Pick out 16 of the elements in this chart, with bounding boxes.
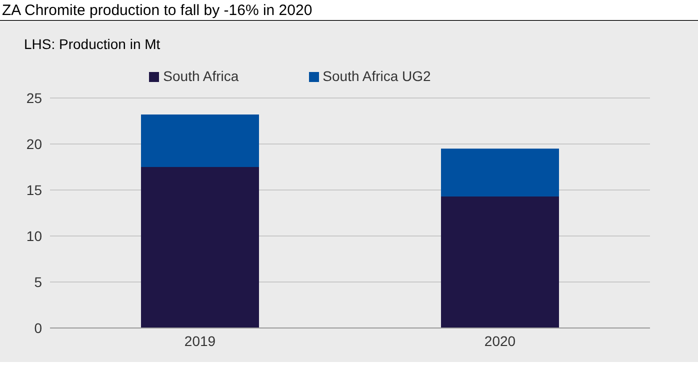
y-tick-label: 15 xyxy=(26,182,42,198)
x-tick-label: 2019 xyxy=(184,332,216,349)
y-tick-label: 25 xyxy=(26,90,42,106)
chart-title: ZA Chromite production to fall by -16% in 2020 xyxy=(0,0,698,21)
bar xyxy=(441,148,559,196)
y-tick-label: 5 xyxy=(34,274,42,290)
legend-label: South Africa UG2 xyxy=(322,68,431,84)
y-tick-label: 20 xyxy=(26,136,42,152)
y-tick-label: 10 xyxy=(26,228,42,244)
y-tick-label: 0 xyxy=(34,320,42,336)
bar xyxy=(141,167,259,328)
chart-subtitle: LHS: Production in Mt xyxy=(24,36,160,52)
bar xyxy=(441,196,559,328)
bar xyxy=(141,114,259,167)
x-tick-label: 2020 xyxy=(484,332,516,349)
legend-label: South Africa xyxy=(163,68,239,84)
